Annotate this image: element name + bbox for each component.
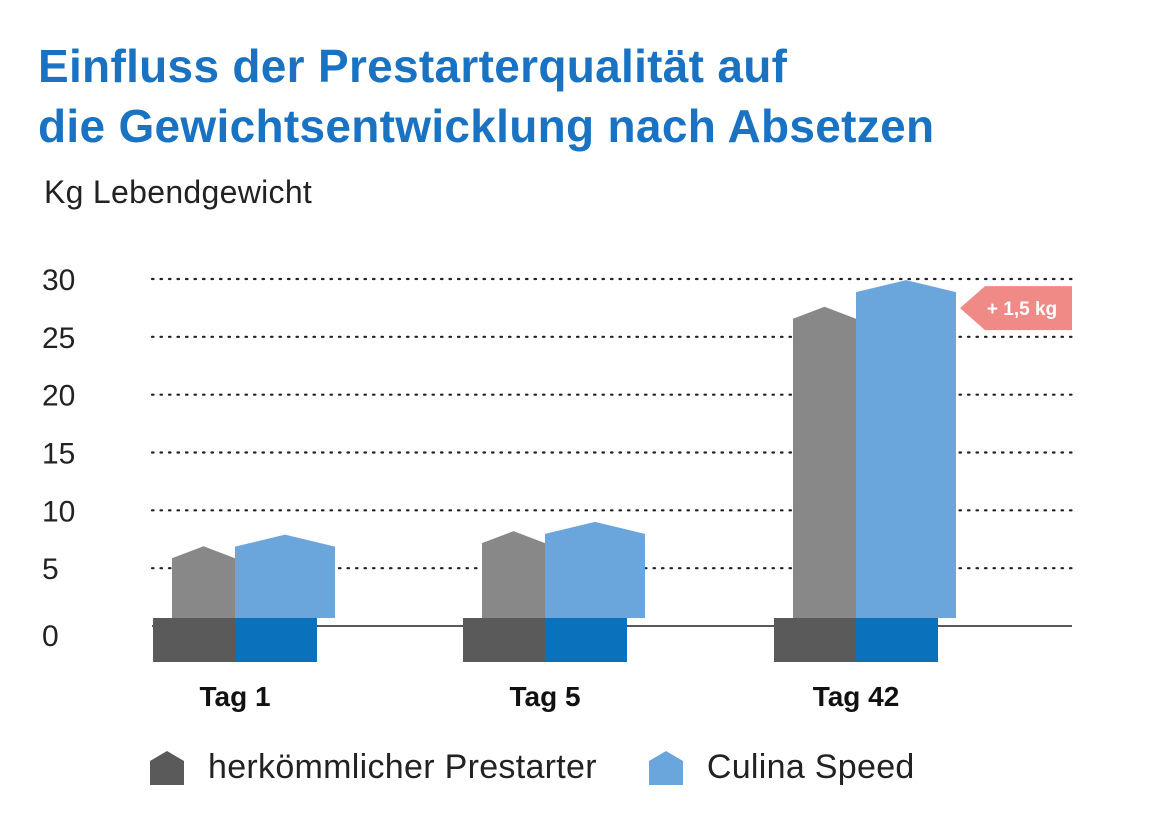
annotation-badge [960,286,1072,331]
y-tick-label: 15 [42,438,75,471]
bar-chart: 0 5 10 15 20 25 30 Tag 1 Tag 5 Tag 42 + 1,5 kg [42,264,1074,712]
x-tick-label: Tag 42 [813,681,900,712]
legend-swatch-blue-icon [648,750,683,785]
title-line-2: die Gewichtsentwicklung nach Absetzen [38,100,935,152]
y-tick-label: 30 [42,264,75,297]
x-tick-label: Tag 1 [199,681,270,712]
legend-item-herkoemmlich: herkömmlicher Prestarter [150,748,597,787]
y-tick-label: 5 [42,553,59,586]
bar-base [545,618,627,662]
chart-title: Einfluss der Prestarterqualität auf die … [38,36,1148,156]
bar [482,531,545,618]
legend-label: herkömmlicher Prestarter [208,748,597,786]
y-tick-label: 0 [42,620,59,653]
bar-base [235,618,317,662]
legend-item-culina: Culina Speed [648,748,915,787]
bar-base [856,618,938,662]
bar [856,280,956,618]
bar [793,306,856,618]
y-tick-label: 10 [42,495,75,528]
legend-label: Culina Speed [706,748,915,786]
legend: herkömmlicher Prestarter Culina Speed [150,748,967,787]
y-tick-label: 20 [42,380,75,413]
bar-base [774,618,856,662]
annotation-text: + 1,5 kg [987,299,1057,320]
legend-swatch-gray-icon [150,750,184,785]
y-axis-label: Kg Lebendgewicht [44,174,313,210]
bar [545,521,645,618]
bar [235,534,335,618]
bar-base [463,618,545,662]
bar [172,546,235,618]
x-tick-label: Tag 5 [509,681,580,712]
y-tick-label: 25 [42,322,75,355]
title-line-1: Einfluss der Prestarterqualität auf [38,40,788,92]
bar-base [153,618,235,662]
